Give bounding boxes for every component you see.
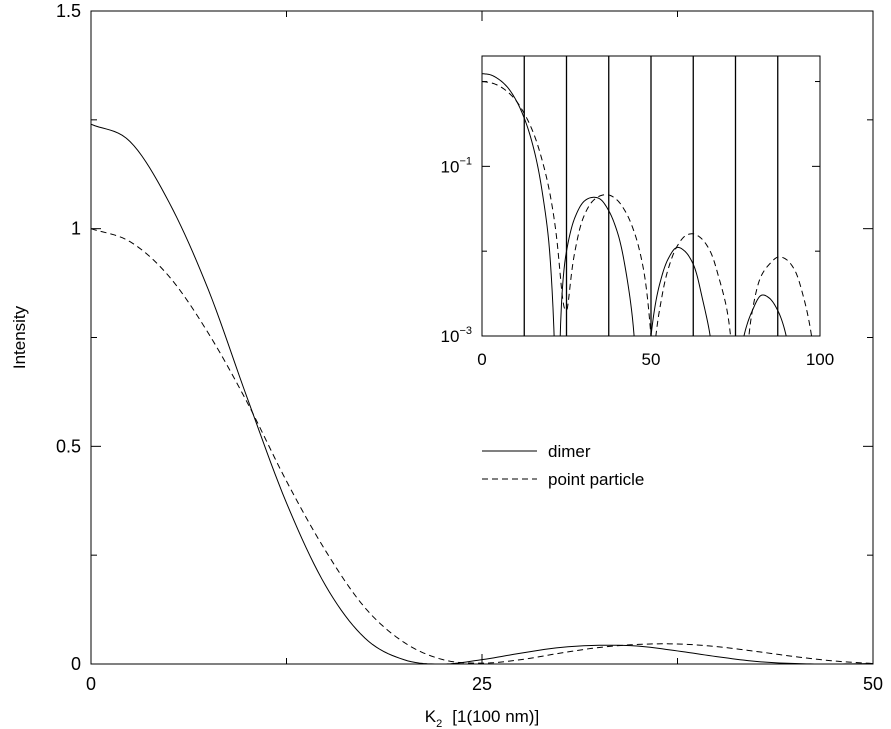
inset-y-tick-exponent: −1 xyxy=(459,155,472,167)
legend-label: dimer xyxy=(548,442,591,461)
main-plot: 0 25 50 0 0.5 1 1.5 Intensity K2 [1(100 nm)] xyxy=(10,1,883,729)
legend-label: point particle xyxy=(548,470,644,489)
y-tick-label: 0.5 xyxy=(56,436,81,456)
inset-y-tick-label: 10−3 xyxy=(441,325,472,346)
inset-y-tick-label: 10−1 xyxy=(441,155,472,176)
inset-x-tick-label: 0 xyxy=(477,350,486,369)
y-tick-label: 0 xyxy=(71,654,81,674)
inset-series-line-point-particle xyxy=(482,81,813,336)
series-line-point-particle xyxy=(90,228,874,665)
x-axis-title: K2 [1(100 nm)] xyxy=(425,707,539,729)
x-tick-label: 25 xyxy=(472,674,492,694)
x-axis-title-units: [1(100 nm)] xyxy=(452,707,539,726)
y-tick-label: 1.5 xyxy=(56,1,81,21)
series-line-dimer xyxy=(90,123,874,665)
y-axis-title: Intensity xyxy=(10,305,29,369)
x-axis-title-subscript: 2 xyxy=(436,718,442,729)
x-axis-title-main: K xyxy=(425,707,437,726)
inset-y-tick-base: 10 xyxy=(441,157,460,176)
legend: dimer point particle xyxy=(482,442,644,489)
inset-x-tick-label: 100 xyxy=(806,350,834,369)
inset-x-tick-label: 50 xyxy=(642,350,661,369)
y-tick-label: 1 xyxy=(71,219,81,239)
x-tick-label: 0 xyxy=(86,674,96,694)
inset-y-tick-base: 10 xyxy=(441,327,460,346)
inset-y-tick-exponent: −3 xyxy=(459,325,472,337)
x-tick-label: 50 xyxy=(863,674,883,694)
